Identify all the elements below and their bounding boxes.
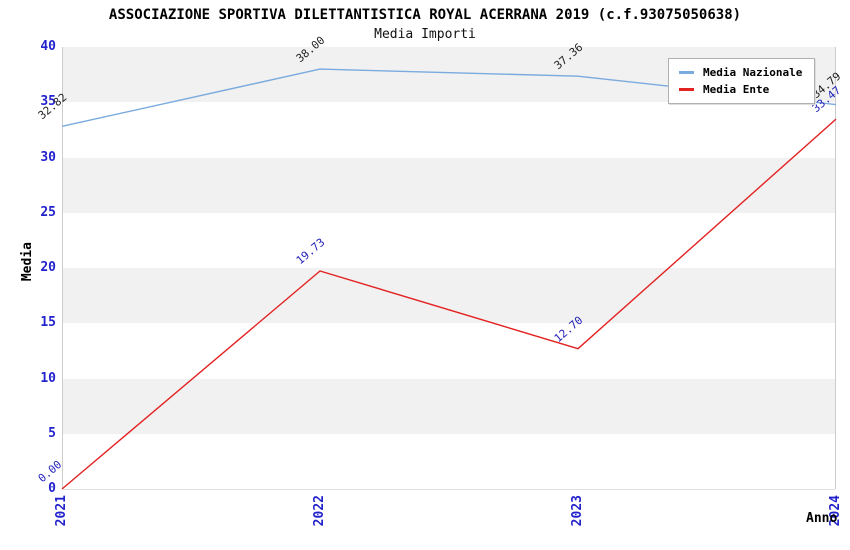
legend-swatch-icon bbox=[679, 71, 694, 74]
x-tick-label: 2023 bbox=[570, 495, 585, 527]
x-tick-label: 2021 bbox=[54, 495, 69, 527]
y-tick-label: 0 bbox=[48, 481, 56, 496]
y-tick-label: 15 bbox=[40, 315, 56, 331]
y-tick-label: 30 bbox=[40, 149, 56, 165]
legend: Media Nazionale Media Ente bbox=[668, 58, 816, 104]
x-tick-label: 2022 bbox=[312, 495, 327, 527]
chart-subtitle: Media Importi bbox=[374, 27, 476, 42]
x-axis-title: Anno bbox=[806, 511, 838, 526]
legend-item: Media Ente bbox=[679, 81, 802, 98]
y-tick-label: 40 bbox=[40, 39, 56, 54]
plot-area bbox=[62, 47, 836, 490]
y-tick-label: 35 bbox=[40, 94, 56, 110]
grid-band bbox=[63, 378, 835, 435]
legend-item: Media Nazionale bbox=[679, 64, 802, 81]
legend-label: Media Ente bbox=[703, 83, 770, 96]
grid-band bbox=[63, 268, 835, 325]
chart-title: ASSOCIAZIONE SPORTIVA DILETTANTISTICA RO… bbox=[108, 7, 742, 23]
grid-band bbox=[63, 102, 835, 159]
grid-band bbox=[63, 433, 835, 490]
grid-band bbox=[63, 323, 835, 380]
grid-band bbox=[63, 157, 835, 214]
y-tick-label: 25 bbox=[40, 204, 56, 220]
y-tick-label: 10 bbox=[40, 370, 56, 386]
y-tick-label: 5 bbox=[48, 425, 56, 441]
y-axis-title: Media bbox=[20, 242, 35, 282]
legend-label: Media Nazionale bbox=[703, 66, 803, 79]
legend-swatch-icon bbox=[679, 88, 694, 91]
y-tick-label: 20 bbox=[40, 260, 56, 275]
grid-band bbox=[63, 212, 835, 269]
